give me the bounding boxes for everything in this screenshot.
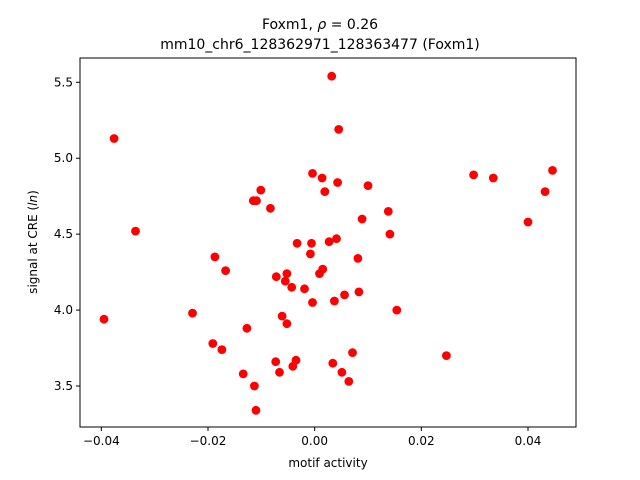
data-point-3 bbox=[188, 308, 197, 318]
data-point-45 bbox=[344, 377, 354, 386]
x-tick-label-4: 0.04 bbox=[515, 434, 542, 448]
data-point-54 bbox=[442, 351, 451, 360]
data-point-58 bbox=[540, 187, 550, 197]
x-tick-label-3: 0.02 bbox=[408, 434, 435, 448]
data-point-7 bbox=[221, 266, 231, 275]
y-axis-ticks: 3.5 4.0 4.5 5.0 5.5 bbox=[54, 75, 80, 393]
y-tick-label-2: 4.5 bbox=[54, 227, 73, 241]
data-point-38 bbox=[328, 358, 338, 368]
x-tick-label-0: −0.04 bbox=[83, 434, 120, 448]
x-axis-label: motif activity bbox=[288, 456, 367, 470]
data-point-12 bbox=[252, 196, 261, 206]
data-point-44 bbox=[340, 290, 349, 300]
data-point-29 bbox=[307, 238, 316, 248]
y-axis-label: signal at CRE (ln) bbox=[26, 190, 40, 294]
data-point-40 bbox=[332, 234, 341, 244]
data-point-19 bbox=[277, 311, 287, 321]
data-point-41 bbox=[333, 178, 342, 187]
data-point-18 bbox=[275, 367, 284, 377]
data-point-51 bbox=[383, 207, 393, 216]
x-tick-label-2: 0.00 bbox=[301, 434, 328, 448]
data-point-34 bbox=[318, 264, 328, 274]
data-point-28 bbox=[306, 249, 315, 259]
y-tick-label-4: 5.5 bbox=[54, 75, 73, 89]
data-point-50 bbox=[363, 181, 373, 191]
data-point-20 bbox=[280, 276, 290, 286]
data-point-25 bbox=[291, 355, 301, 365]
data-point-55 bbox=[469, 170, 478, 180]
data-point-27 bbox=[300, 284, 309, 294]
data-point-56 bbox=[488, 173, 498, 183]
data-point-26 bbox=[292, 238, 302, 248]
data-point-23 bbox=[287, 282, 297, 292]
y-tick-label-3: 5.0 bbox=[54, 151, 73, 165]
data-point-48 bbox=[354, 287, 364, 297]
data-point-35 bbox=[320, 187, 330, 197]
data-point-17 bbox=[271, 272, 281, 282]
data-point-42 bbox=[334, 124, 344, 134]
y-label-suffix: ) bbox=[26, 190, 40, 195]
data-point-2 bbox=[131, 226, 140, 236]
data-point-15 bbox=[266, 203, 275, 213]
data-point-59 bbox=[548, 166, 557, 175]
data-points bbox=[99, 71, 557, 415]
title-rho-value: = 0.26 bbox=[326, 17, 378, 33]
data-point-31 bbox=[308, 298, 317, 307]
data-point-14 bbox=[256, 185, 266, 195]
data-point-53 bbox=[392, 305, 402, 315]
x-tick-label-1: −0.02 bbox=[190, 434, 227, 448]
x-axis-ticks: −0.04 −0.02 0.00 0.02 0.04 bbox=[83, 427, 541, 448]
data-point-1 bbox=[109, 134, 119, 143]
data-point-43 bbox=[337, 367, 347, 377]
data-point-57 bbox=[523, 217, 533, 227]
data-point-8 bbox=[238, 369, 248, 379]
data-point-9 bbox=[242, 323, 252, 333]
data-point-33 bbox=[317, 173, 327, 183]
data-point-21 bbox=[282, 269, 292, 278]
data-point-22 bbox=[282, 319, 292, 329]
data-point-36 bbox=[324, 237, 334, 247]
data-point-6 bbox=[217, 345, 227, 354]
data-point-4 bbox=[208, 339, 218, 348]
title-rho-symbol: ρ bbox=[317, 17, 326, 33]
chart-title-line2: mm10_chr6_128362971_128363477 (Foxm1) bbox=[160, 37, 480, 53]
title-gene: Foxm1, bbox=[262, 17, 317, 33]
axes-frame bbox=[79, 57, 577, 428]
data-point-5 bbox=[210, 252, 220, 262]
data-point-37 bbox=[327, 71, 337, 81]
y-label-italic: ln bbox=[26, 195, 40, 206]
data-point-49 bbox=[357, 214, 367, 224]
data-point-11 bbox=[250, 381, 259, 391]
chart-title-line1: Foxm1, ρ = 0.26 bbox=[262, 17, 378, 33]
data-point-47 bbox=[353, 254, 363, 263]
y-tick-label-1: 4.0 bbox=[54, 303, 73, 317]
data-point-46 bbox=[348, 348, 357, 357]
data-point-13 bbox=[251, 405, 261, 415]
data-point-30 bbox=[308, 169, 317, 178]
y-tick-label-0: 3.5 bbox=[54, 379, 73, 393]
data-point-16 bbox=[271, 357, 281, 367]
data-point-39 bbox=[330, 296, 339, 306]
data-point-0 bbox=[99, 314, 109, 324]
data-point-52 bbox=[385, 229, 395, 239]
y-label-prefix: signal at CRE ( bbox=[26, 206, 40, 294]
